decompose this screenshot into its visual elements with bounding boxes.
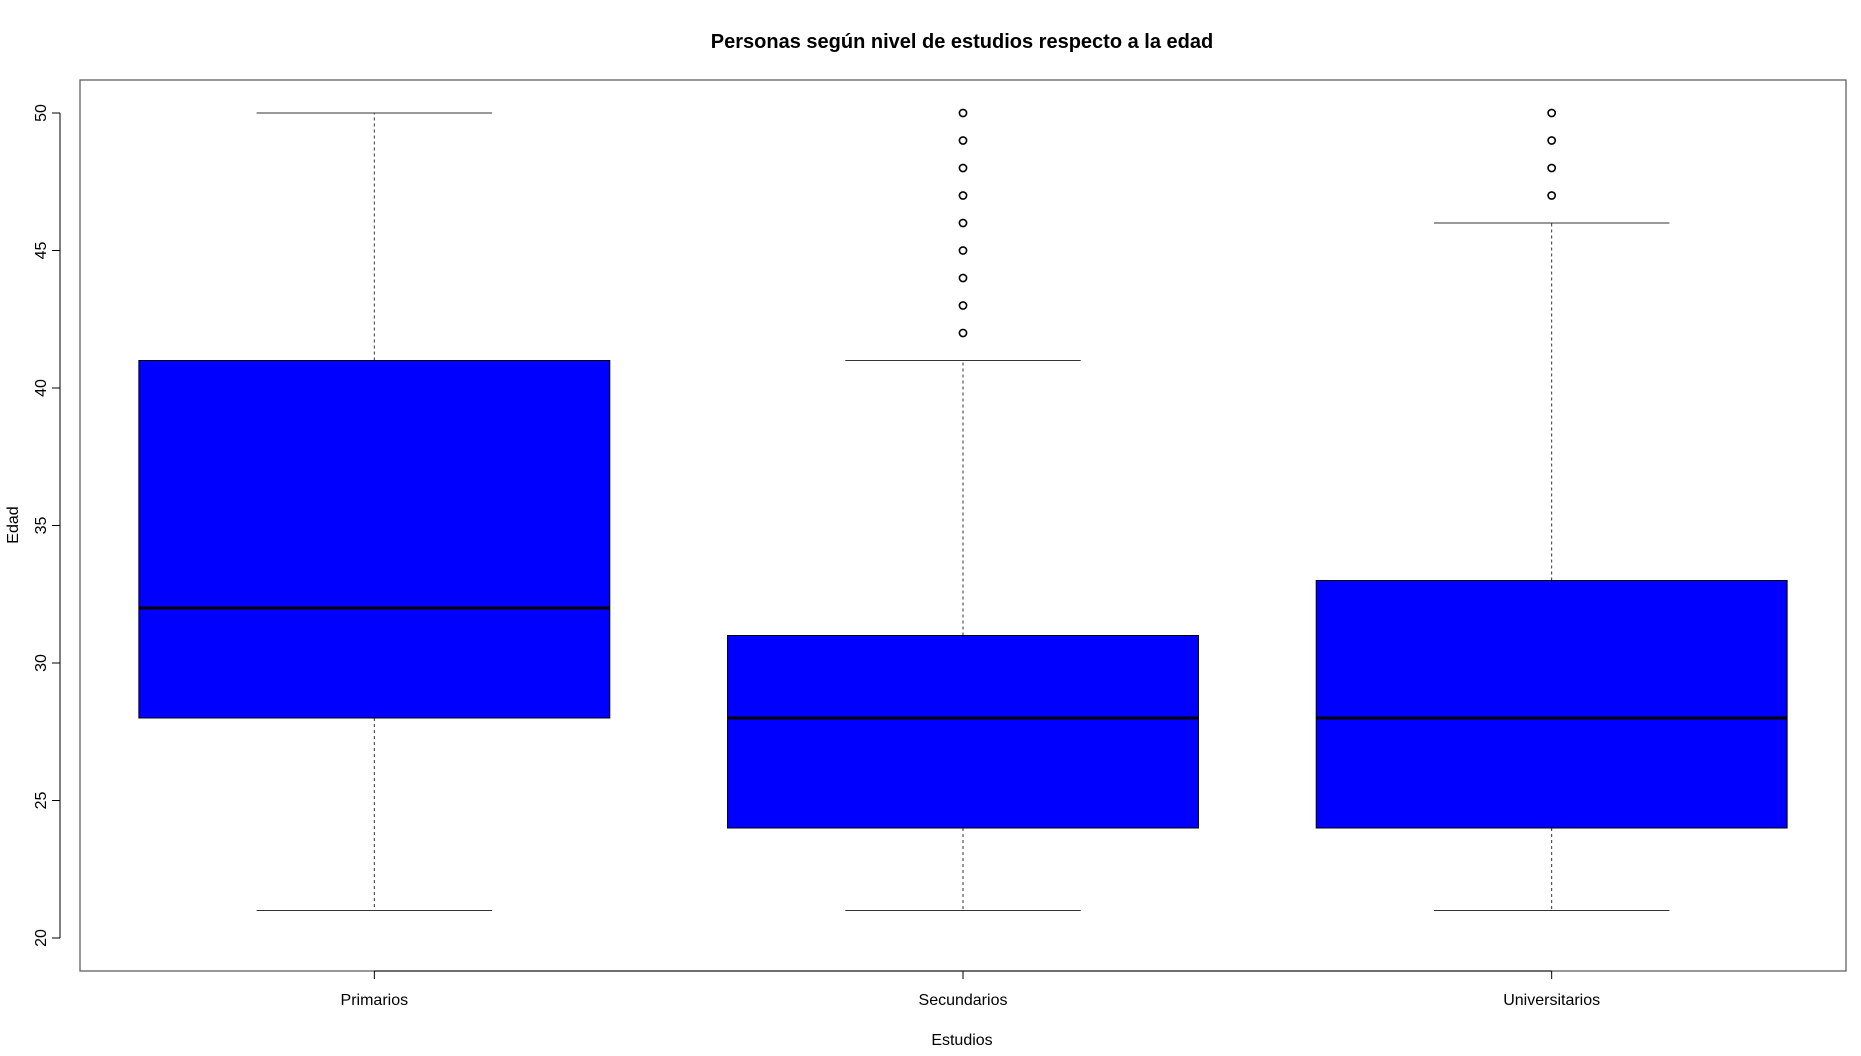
y-axis-label: Edad: [5, 506, 22, 543]
box-universitarios: [1315, 108, 1788, 911]
x-tick-label: Universitarios: [1503, 992, 1600, 1009]
y-tick-label: 20: [33, 929, 50, 947]
outlier-point: [1547, 163, 1557, 173]
y-tick-label: 50: [33, 104, 50, 122]
y-tick-label: 40: [33, 379, 50, 397]
y-axis: 20 25 30 35 40 45 50: [33, 104, 61, 947]
y-tick-label: 25: [33, 792, 50, 810]
outlier-point: [958, 163, 968, 173]
box-primarios: [138, 112, 611, 911]
box-rect: [138, 360, 611, 719]
x-tick-label: Primarios: [341, 992, 409, 1009]
x-tick-label: Secundarios: [919, 992, 1008, 1009]
box-secundarios: [727, 108, 1199, 911]
outlier-point: [1547, 191, 1557, 200]
outlier-point: [958, 301, 968, 310]
outlier-point: [958, 136, 968, 145]
outlier-point: [1547, 136, 1557, 145]
outlier-point: [958, 273, 968, 283]
box-rect: [727, 635, 1199, 829]
x-axis-label: Estudios: [931, 1032, 992, 1049]
outlier-point: [958, 191, 968, 200]
y-tick-label: 30: [33, 654, 50, 672]
boxes-group: [138, 108, 1788, 911]
outlier-point: [1547, 108, 1557, 118]
outlier-point: [958, 246, 968, 255]
chart-title: Personas según nivel de estudios respect…: [711, 31, 1213, 53]
outlier-point: [958, 328, 968, 338]
y-tick-label: 45: [33, 242, 50, 260]
outlier-point: [958, 218, 968, 228]
outlier-point: [958, 108, 968, 118]
x-axis: Primarios Secundarios Universitarios: [341, 970, 1600, 1009]
y-tick-label: 35: [33, 517, 50, 535]
box-rect: [1315, 580, 1788, 829]
